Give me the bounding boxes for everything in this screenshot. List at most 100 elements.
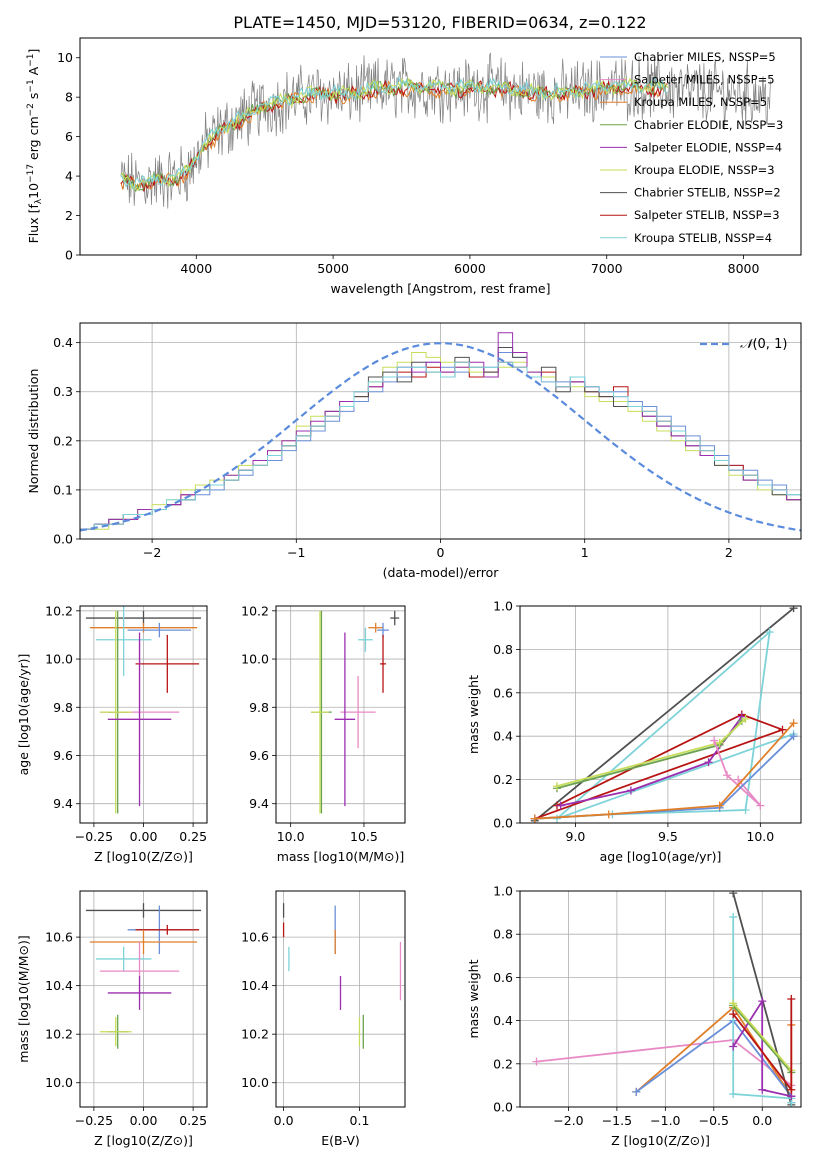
point-marker-kroupa_elodie <box>741 714 750 723</box>
point-marker-salpeter_elodie <box>704 758 713 767</box>
y-tick-label: 0.4 <box>493 729 513 744</box>
model-line-salpeter_stelib <box>120 79 668 193</box>
y-tick-label: 6 <box>65 129 73 144</box>
plot-area <box>85 903 202 1049</box>
point-marker-kroupa_miles <box>530 814 539 823</box>
y-tick-label: 10 <box>57 50 73 65</box>
age-vs-metallicity-plot: −0.25 0.00 0.25 9.4 9.6 9.8 10.0 10.2 Z [log10(Z… <box>16 603 208 864</box>
point-marker-salpeter_elodie <box>556 801 565 810</box>
y-tick-label: 8 <box>65 90 73 105</box>
point-marker-kroupa_stelib <box>729 1090 738 1099</box>
y-tick-label: 10.2 <box>45 1027 73 1042</box>
point-marker-salpeter_miles <box>756 801 765 810</box>
y-tick-label: 0.2 <box>493 772 513 787</box>
legend-label-chabrier_stelib: Chabrier STELIB, NSSP=2 <box>634 186 781 200</box>
legend-label-salpeter_miles: Salpeter MILES, NSSP=5 <box>634 73 775 87</box>
series-line-salpeter_miles <box>713 740 761 807</box>
point-marker-salpeter_miles <box>723 771 732 780</box>
series-line-kroupa_miles <box>534 722 795 820</box>
x-tick-label: −0.25 <box>75 1113 113 1128</box>
x-tick-label: 7000 <box>591 261 623 276</box>
x-tick-label: −0.25 <box>75 829 113 844</box>
legend-label-kroupa_stelib: Kroupa STELIB, NSSP=4 <box>634 231 772 245</box>
x-tick-label: 10.0 <box>746 829 774 844</box>
point-marker-kroupa_miles <box>789 719 798 728</box>
y-tick-label: 0 <box>65 248 73 263</box>
x-axis-label: age [log10(age/yr)] <box>600 849 722 864</box>
point-marker-kroupa_stelib <box>741 805 750 814</box>
plot-area <box>80 332 801 539</box>
y-tick-label: 2 <box>65 208 73 223</box>
plot-area <box>532 891 796 1107</box>
y-tick-label: 10.0 <box>241 1075 269 1090</box>
series-line-kroupa_elodie <box>732 1002 792 1071</box>
x-tick-label: −0.5 <box>699 1113 729 1128</box>
point-marker-kroupa_stelib <box>552 814 561 823</box>
legend-label-kroupa_miles: Kroupa MILES, NSSP=5 <box>634 95 767 109</box>
x-tick-label: 0 <box>437 545 445 560</box>
series-line-salpeter_elodie <box>732 998 792 1098</box>
point-marker-kroupa_elodie <box>715 738 724 747</box>
series-line-salpeter_stelib <box>534 713 786 820</box>
y-axis-label: mass weight <box>466 959 481 1038</box>
y-tick-label: 9.6 <box>53 748 73 763</box>
y-tick-label: 10.4 <box>241 978 269 993</box>
x-tick-label: 8000 <box>728 261 760 276</box>
y-axis-label: Normed distribution <box>26 369 41 494</box>
y-axis-label: mass weight <box>466 675 481 754</box>
x-tick-label: 0.1 <box>350 1113 370 1128</box>
y-tick-label: 10.0 <box>45 1075 73 1090</box>
legend-label-salpeter_elodie: Salpeter ELODIE, NSSP=4 <box>634 140 782 154</box>
series-line-chabrier_elodie <box>732 1004 792 1073</box>
y-tick-label: 1.0 <box>493 884 513 899</box>
x-tick-label: 6000 <box>454 261 486 276</box>
point-marker-kroupa_stelib <box>765 628 774 637</box>
normal-curve-line <box>80 342 801 532</box>
point-marker-salpeter_stelib <box>729 1010 738 1019</box>
age-vs-mass-plot: 10.0 10.5 9.4 9.6 9.8 10.0 10.2 mass [log10(M/M… <box>241 603 406 864</box>
spectrum-plot: Chabrier MILES, NSSP=5 Salpeter MILES, NS… <box>26 37 802 296</box>
histogram-kroupa_stelib <box>80 361 801 539</box>
y-axis-label: Flux [fλ10−17 erg cm−2 s−1 A−1] <box>26 49 44 244</box>
point-marker-salpeter_elodie <box>758 1085 767 1094</box>
residual-histogram-plot: 𝒩(0, 1) −2 −1 0 1 2 0.0 0.1 0.2 0.3 0.4 (data-model… <box>26 322 802 580</box>
point-marker-salpeter_stelib <box>778 725 787 734</box>
y-tick-label: 0.1 <box>53 482 73 497</box>
model-line-kroupa_elodie <box>120 76 669 191</box>
x-tick-label: 0.25 <box>179 1113 207 1128</box>
point-marker-salpeter_elodie <box>729 1042 738 1051</box>
x-tick-label: 1 <box>581 545 589 560</box>
y-tick-label: 9.8 <box>53 700 73 715</box>
y-tick-label: 10.6 <box>45 930 73 945</box>
y-tick-label: 0.0 <box>53 532 73 547</box>
x-tick-label: 0.00 <box>130 829 158 844</box>
y-tick-label: 0.8 <box>493 927 513 942</box>
point-marker-salpeter_miles <box>532 1057 541 1066</box>
y-tick-label: 0.3 <box>53 384 73 399</box>
point-marker-kroupa_elodie <box>552 782 561 791</box>
legend-label-salpeter_stelib: Salpeter STELIB, NSSP=3 <box>634 208 780 222</box>
x-tick-label: 10.5 <box>350 829 378 844</box>
model-line-chabrier_elodie <box>120 77 669 193</box>
data-spectrum-line <box>120 52 771 209</box>
y-tick-label: 9.6 <box>249 748 269 763</box>
y-tick-label: 0.0 <box>493 1100 513 1115</box>
legend-label-normal: 𝒩(0, 1) <box>740 337 787 352</box>
axes-frame <box>519 605 802 824</box>
point-marker-chabrier_miles <box>632 1087 641 1096</box>
y-tick-label: 10.0 <box>241 652 269 667</box>
plot-area <box>85 606 202 814</box>
point-marker-salpeter_stelib <box>787 995 796 1003</box>
mass-weight-vs-age-plot: 9.0 9.5 10.0 0.0 0.2 0.4 0.6 0.8 1.0 age [log10(a… <box>466 599 802 864</box>
x-axis-label: (data-model)/error <box>383 565 500 580</box>
x-tick-label: −2 <box>143 545 161 560</box>
x-axis-label: Z [log10(Z/Z⊙)] <box>94 849 193 864</box>
y-tick-label: 4 <box>65 169 73 184</box>
model-line-kroupa_stelib <box>120 75 669 190</box>
x-tick-label: 9.0 <box>566 829 586 844</box>
x-tick-label: −1.0 <box>650 1113 680 1128</box>
y-tick-label: 0.2 <box>53 433 73 448</box>
x-tick-label: −2.0 <box>553 1113 583 1128</box>
figure-title: PLATE=1450, MJD=53120, FIBERID=0634, z=0… <box>233 13 646 32</box>
